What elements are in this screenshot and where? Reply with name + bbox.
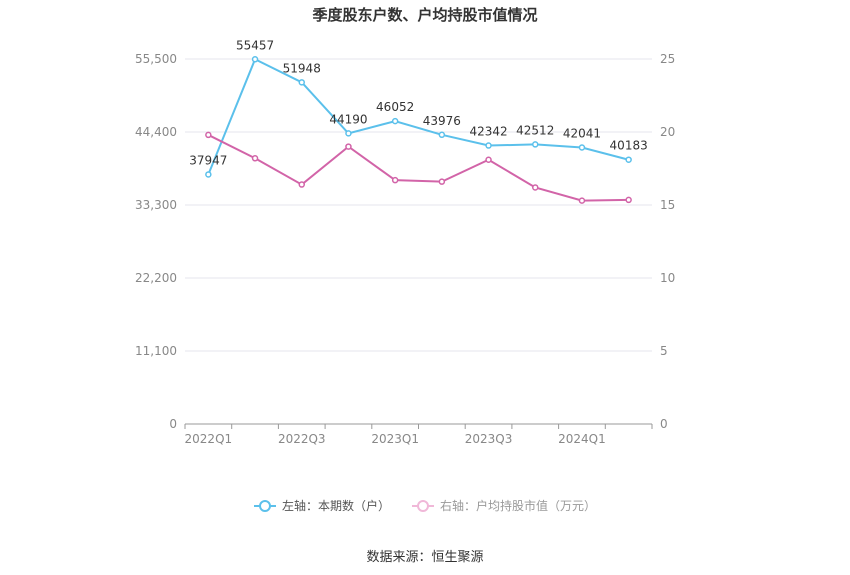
data-label: 43976 — [423, 114, 461, 128]
data-point-right — [532, 184, 539, 191]
data-label: 51948 — [283, 61, 321, 75]
data-point-right — [345, 143, 352, 150]
data-point-left — [578, 144, 586, 151]
data-point-left — [298, 79, 305, 86]
left-axis-tick-label: 55,500 — [135, 52, 177, 66]
data-label: 40183 — [610, 139, 648, 153]
right-axis-tick-label: 20 — [660, 125, 675, 139]
left-axis-tick-label: 11,100 — [135, 344, 177, 358]
series-line-right — [207, 134, 629, 202]
right-axis-tick-label: 15 — [660, 198, 675, 212]
data-point-right — [251, 155, 259, 162]
series-line-left — [207, 57, 629, 175]
data-label: 37947 — [189, 153, 227, 167]
data-point-left — [391, 117, 399, 125]
x-axis-tick-label: 2022Q3 — [278, 432, 326, 446]
right-axis-tick-label: 25 — [660, 52, 675, 66]
data-point-right — [205, 131, 212, 139]
data-source-note: 数据来源：恒生聚源 — [366, 550, 484, 565]
data-point-left — [438, 131, 446, 139]
right-axis-tick-label: 5 — [660, 344, 668, 358]
right-axis-tick-label: 10 — [660, 271, 675, 285]
x-axis-tick-label: 2022Q1 — [185, 432, 233, 446]
x-axis-tick-label: 2023Q3 — [465, 432, 513, 446]
data-point-right — [391, 176, 399, 184]
data-label: 42512 — [516, 123, 554, 137]
data-point-right — [438, 178, 446, 185]
left-axis-tick-label: 0 — [169, 417, 177, 431]
x-axis-tick-label: 2024Q1 — [558, 432, 606, 446]
data-label: 55457 — [236, 38, 274, 52]
data-point-left — [532, 141, 539, 148]
data-label: 42041 — [563, 127, 601, 141]
left-axis-tick-label: 33,300 — [135, 198, 177, 212]
legend-swatch-blue-icon — [253, 499, 276, 512]
data-label: 44190 — [329, 112, 367, 126]
data-point-right — [298, 181, 305, 188]
data-point-right — [578, 197, 586, 204]
data-point-left — [205, 171, 212, 178]
chart-title: 季度股东户数、户均持股市值情况 — [312, 6, 538, 24]
data-point-right — [485, 156, 492, 163]
legend-label-left: 左轴：本期数（户） — [281, 499, 390, 513]
data-label: 42342 — [469, 125, 507, 139]
data-label: 46052 — [376, 100, 414, 114]
legend-swatch-pink-icon — [412, 499, 434, 512]
chart-legend: 左轴：本期数（户） 右轴：户均持股市值（万元） — [0, 497, 850, 514]
legend-item-left-series[interactable]: 左轴：本期数（户） — [253, 497, 390, 514]
line-chart: 011,10022,20033,30044,40055,500051015202… — [135, 38, 675, 446]
legend-label-right: 右轴：户均持股市值（万元） — [440, 499, 597, 513]
right-axis-tick-label: 0 — [660, 417, 668, 431]
left-axis-tick-label: 44,400 — [135, 125, 177, 139]
data-point-left — [251, 56, 259, 63]
data-point-left — [485, 142, 492, 149]
left-axis-tick-label: 22,200 — [135, 271, 177, 285]
data-point-left — [345, 130, 352, 137]
legend-item-right-series[interactable]: 右轴：户均持股市值（万元） — [412, 497, 596, 514]
data-point-left — [625, 156, 632, 163]
x-axis-tick-label: 2023Q1 — [371, 432, 419, 446]
data-point-right — [625, 196, 632, 204]
